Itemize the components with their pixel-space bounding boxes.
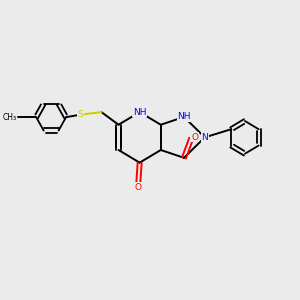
Text: NH: NH (177, 112, 191, 122)
Text: O: O (135, 183, 142, 192)
Text: CH₃: CH₃ (2, 113, 16, 122)
Text: S: S (78, 110, 84, 119)
Text: NH: NH (133, 108, 146, 117)
Text: N: N (201, 133, 208, 142)
Text: O: O (191, 133, 198, 142)
